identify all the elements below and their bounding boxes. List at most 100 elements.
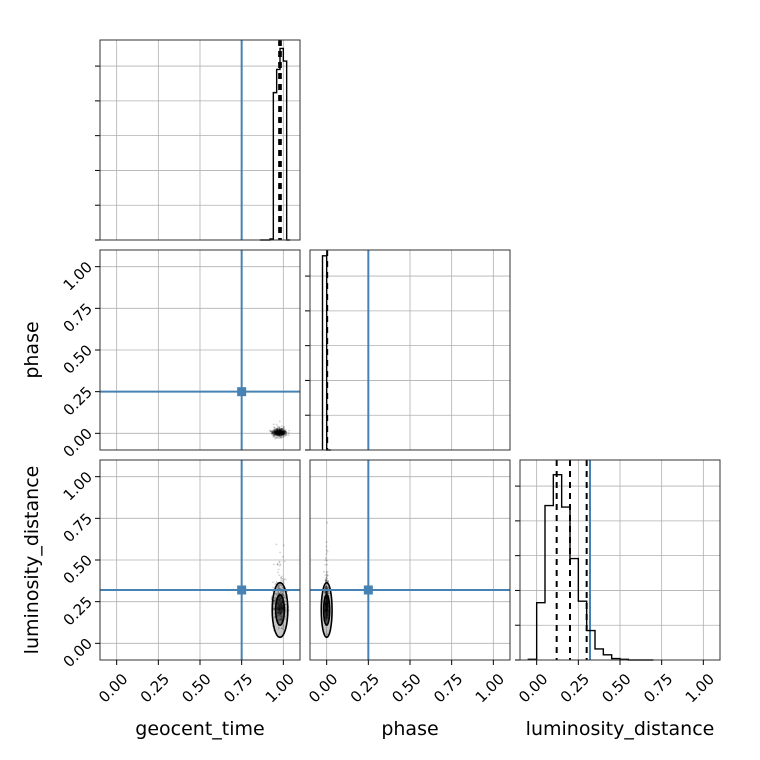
- sample-point: [278, 432, 280, 434]
- sample-point: [274, 432, 276, 435]
- sample-point: [281, 433, 284, 436]
- sample-point: [273, 430, 276, 433]
- sample-point: [325, 612, 328, 615]
- sample-point: [326, 606, 329, 609]
- sample-point: [326, 604, 329, 607]
- sample-point: [274, 431, 277, 434]
- sample-point: [325, 607, 328, 610]
- sample-point: [325, 577, 328, 580]
- sample-point: [324, 611, 327, 614]
- sample-point: [276, 432, 279, 435]
- sample-point: [326, 598, 329, 600]
- sample-point: [277, 434, 280, 436]
- sample-point: [324, 579, 327, 582]
- sample-point: [277, 605, 279, 608]
- sample-point: [277, 429, 280, 432]
- sample-point: [280, 605, 283, 607]
- sample-point: [280, 619, 283, 622]
- sample-point: [281, 604, 283, 607]
- sample-point: [324, 606, 326, 609]
- sample-point: [277, 428, 280, 431]
- sample-point: [327, 586, 329, 588]
- sample-point: [281, 430, 284, 433]
- sample-point: [325, 605, 328, 608]
- sample-point: [326, 550, 329, 553]
- sample-point: [325, 602, 328, 605]
- sample-point: [271, 430, 274, 433]
- sample-point: [284, 611, 287, 614]
- sample-point: [272, 429, 275, 431]
- sample-point: [282, 433, 284, 435]
- sample-point: [275, 431, 278, 434]
- sample-point: [325, 607, 327, 610]
- sample-point: [273, 429, 276, 432]
- sample-point: [282, 582, 285, 584]
- sample-point: [325, 603, 328, 606]
- sample-point: [278, 597, 281, 600]
- sample-point: [282, 432, 285, 435]
- sample-point: [277, 587, 280, 589]
- sample-point: [326, 592, 329, 595]
- x-tick-label-phase: 0.75: [430, 670, 466, 706]
- sample-point: [278, 607, 281, 609]
- sample-point: [325, 604, 327, 606]
- sample-point: [282, 430, 285, 433]
- sample-point: [328, 592, 330, 595]
- sample-point: [279, 430, 282, 433]
- sample-point: [282, 431, 285, 434]
- sample-point: [324, 601, 327, 604]
- sample-point: [276, 611, 278, 614]
- sample-point: [277, 604, 280, 607]
- sample-point: [273, 616, 276, 618]
- sample-point: [281, 432, 283, 435]
- sample-point: [274, 431, 277, 434]
- sample-point: [278, 600, 281, 602]
- sample-point: [275, 430, 278, 432]
- sample-point: [282, 431, 285, 434]
- sample-point: [326, 605, 329, 608]
- sample-point: [278, 604, 281, 607]
- sample-point: [325, 602, 328, 604]
- sample-point: [282, 431, 285, 434]
- sample-point: [282, 430, 284, 432]
- sample-point: [327, 610, 330, 613]
- sample-point: [325, 605, 328, 607]
- sample-point: [277, 612, 280, 615]
- sample-point: [325, 601, 328, 604]
- sample-point: [324, 610, 327, 613]
- sample-point: [325, 606, 328, 609]
- sample-point: [278, 432, 281, 435]
- sample-point: [280, 603, 282, 605]
- sample-point: [280, 606, 283, 609]
- sample-point: [279, 428, 282, 431]
- sample-point: [324, 578, 327, 581]
- sample-point: [281, 429, 284, 432]
- sample-point: [282, 429, 285, 432]
- sample-point: [280, 605, 282, 608]
- sample-point: [281, 429, 284, 432]
- sample-point: [324, 604, 327, 607]
- sample-point: [278, 561, 281, 564]
- sample-point: [281, 608, 284, 611]
- sample-point: [274, 432, 277, 435]
- sample-point: [279, 433, 282, 436]
- sample-point: [279, 431, 282, 434]
- sample-point: [274, 430, 277, 433]
- sample-point: [285, 431, 288, 434]
- sample-point: [325, 606, 327, 608]
- sample-point: [278, 431, 281, 433]
- sample-point: [279, 432, 281, 435]
- sample-point: [279, 431, 282, 434]
- sample-point: [326, 608, 328, 611]
- sample-point: [275, 433, 278, 436]
- sample-point: [325, 603, 327, 605]
- sample-point: [281, 432, 284, 435]
- sample-point: [278, 610, 281, 612]
- sample-point: [326, 610, 329, 612]
- sample-point: [281, 432, 284, 435]
- sample-point: [276, 428, 279, 430]
- sample-point: [326, 603, 329, 605]
- sample-point: [274, 592, 277, 595]
- panel-luminosity_distance_vs_geocent_time: [99, 459, 301, 661]
- sample-point: [279, 433, 281, 435]
